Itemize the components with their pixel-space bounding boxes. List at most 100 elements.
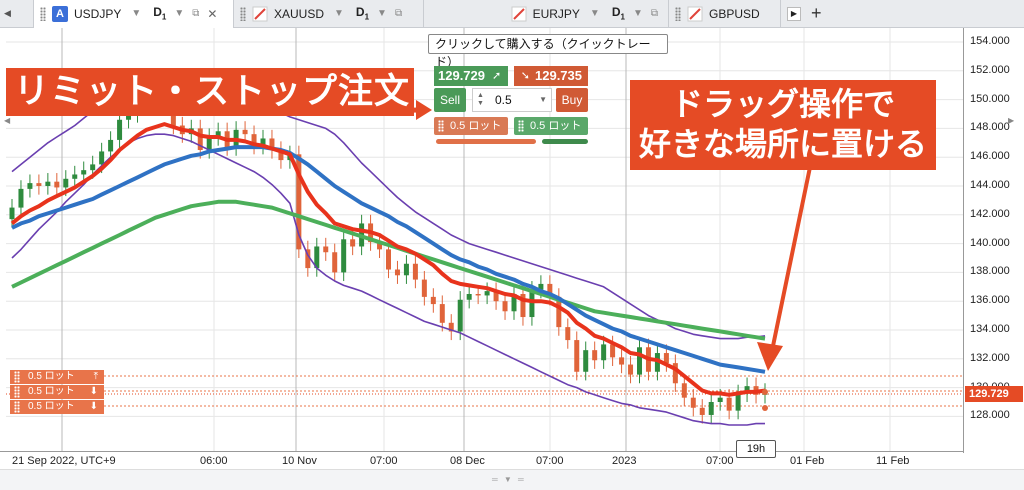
order-tag[interactable]: 0.5 ロット ⬇ <box>10 385 104 399</box>
ma-mid-line <box>11 145 766 374</box>
candle-body <box>323 246 329 253</box>
current-price-tag: 129.729 <box>965 386 1023 402</box>
chart-scrollbar[interactable] <box>0 469 1024 490</box>
pending-buy-order-button[interactable]: 0.5 ロット <box>514 117 588 135</box>
candle-body <box>9 207 15 220</box>
buy-price: 129.735 <box>535 68 582 83</box>
candle-body <box>350 239 356 247</box>
popout-icon[interactable]: ⧉ <box>394 8 403 19</box>
time-tick-label: 07:00 <box>370 455 398 467</box>
candle-body <box>72 174 78 179</box>
candle-body <box>81 170 87 175</box>
candle-body <box>538 283 544 290</box>
drag-handle-icon[interactable] <box>14 401 20 413</box>
lot-size-stepper[interactable]: ▲ ▼ 0.5 ▼ <box>472 88 552 112</box>
candle-body <box>690 397 696 408</box>
chevron-down-icon[interactable]: ▼ <box>131 8 142 19</box>
tab-scroll-right-button[interactable]: ▶ <box>787 6 801 21</box>
candle-body <box>215 131 221 138</box>
candle-body <box>412 263 418 280</box>
time-tick-label: 01 Feb <box>790 455 825 467</box>
sell-price-button[interactable]: 129.729 ➚ <box>434 66 508 86</box>
drag-handle-icon[interactable] <box>40 6 46 21</box>
close-icon[interactable]: ✕ <box>207 6 218 21</box>
tab-eurjpy[interactable]: EURJPY ▼ D1 ▼ ⧉ <box>424 0 669 28</box>
candle-body <box>663 353 669 364</box>
drag-handle-icon[interactable] <box>14 386 20 398</box>
drag-handle-icon[interactable] <box>675 6 681 21</box>
candle-body <box>493 291 499 302</box>
order-tag[interactable]: 0.5 ロット ⬇ <box>10 400 104 414</box>
popout-icon[interactable]: ⧉ <box>192 8 200 19</box>
add-tab-button[interactable]: + <box>811 3 822 23</box>
candle-body <box>735 393 741 411</box>
tab-symbol: EURJPY <box>532 6 580 21</box>
candle-body <box>744 386 750 394</box>
price-tick-label: 152.000 <box>970 63 1010 76</box>
candle-body <box>251 134 257 146</box>
time-tick-label: 06:00 <box>200 455 228 467</box>
candle-body <box>475 294 481 296</box>
candle-body <box>717 397 723 402</box>
popout-icon[interactable]: ⧉ <box>650 8 658 19</box>
tab-gbpusd[interactable]: GBPUSD <box>669 0 781 28</box>
quick-trade-tooltip: クリックして購入する（クイックトレード） <box>428 34 668 69</box>
candle-body <box>430 296 436 305</box>
order-marker <box>762 405 768 411</box>
annotation-drag-line1: ドラッグ操作で <box>670 86 895 122</box>
sell-volume-bar <box>436 139 536 144</box>
chevron-down-icon[interactable]: ▼ <box>174 8 185 19</box>
symbol-icon: A <box>52 5 68 22</box>
chevron-down-icon[interactable]: ▼ <box>632 8 643 19</box>
bar-countdown: 19h <box>736 440 776 458</box>
tab-usdjpy[interactable]: A USDJPY ▼ D1 ▼ ⧉ ✕ <box>34 0 234 28</box>
candle-body <box>394 269 400 276</box>
buy-price-button[interactable]: ➘ 129.735 <box>514 66 588 86</box>
price-tick-label: 132.000 <box>970 351 1010 364</box>
time-tick-label: 21 Sep 2022, UTC+9 <box>12 455 116 467</box>
timeframe-selector[interactable]: D1 <box>611 5 625 22</box>
price-tick-label: 140.000 <box>970 236 1010 249</box>
chart-tool-icon <box>687 6 703 22</box>
chevron-down-icon[interactable]: ▼ <box>539 95 547 104</box>
drag-handle-icon[interactable] <box>14 371 20 383</box>
chevron-down-icon[interactable]: ▼ <box>377 8 387 19</box>
arrow-down-right-icon: ➘ <box>520 70 530 82</box>
drag-handle-icon[interactable] <box>240 6 246 21</box>
drag-handle-icon[interactable] <box>518 120 524 132</box>
price-tick-label: 150.000 <box>970 92 1010 105</box>
candle-body <box>36 183 42 186</box>
stepper-arrows-icon[interactable]: ▲ ▼ <box>477 92 484 107</box>
tab-xauusd[interactable]: XAUUSD ▼ D1 ▼ ⧉ <box>234 0 424 28</box>
order-tag[interactable]: 0.5 ロット ⤒ <box>10 370 104 384</box>
candle-body <box>637 347 642 375</box>
lot-size-value[interactable]: 0.5 <box>495 93 512 107</box>
timeframe-selector[interactable]: D1 <box>355 5 370 22</box>
arrow-down-icon: ⬇ <box>89 386 98 397</box>
drag-handle-icon[interactable] <box>438 120 444 132</box>
chevron-right-icon[interactable]: ▶ <box>1008 116 1015 125</box>
tab-symbol: GBPUSD <box>709 6 760 21</box>
tabbar-back-button[interactable]: ◀ <box>0 0 34 28</box>
chart-area[interactable]: 154.000 152.000 150.000 148.000 146.000 144.0… <box>0 28 1024 490</box>
sell-button[interactable]: Sell <box>434 88 466 112</box>
candle-body <box>511 294 517 312</box>
price-axis[interactable] <box>963 28 1024 453</box>
annotation-arrowhead <box>416 100 432 120</box>
price-tick-label: 144.000 <box>970 179 1010 191</box>
chevron-down-icon[interactable]: ▼ <box>334 8 344 19</box>
chevron-left-icon[interactable]: ◀ <box>4 116 11 125</box>
candle-body <box>466 294 472 300</box>
candle-body <box>99 151 105 165</box>
candle-body <box>117 119 123 140</box>
scroll-handle-icon[interactable]: ═ ▼ ═ <box>492 475 526 484</box>
candle-body <box>108 139 114 152</box>
chart-tool-icon <box>511 6 527 22</box>
chevron-down-icon[interactable]: ▼ <box>589 8 600 19</box>
buy-button[interactable]: Buy <box>556 88 588 112</box>
pending-sell-order-button[interactable]: 0.5 ロット <box>434 117 508 135</box>
arrow-up-right-icon: ➚ <box>492 70 502 82</box>
time-tick-label: 07:00 <box>706 455 734 467</box>
timeframe-selector[interactable]: D1 <box>153 5 167 22</box>
candle-body <box>529 289 535 318</box>
